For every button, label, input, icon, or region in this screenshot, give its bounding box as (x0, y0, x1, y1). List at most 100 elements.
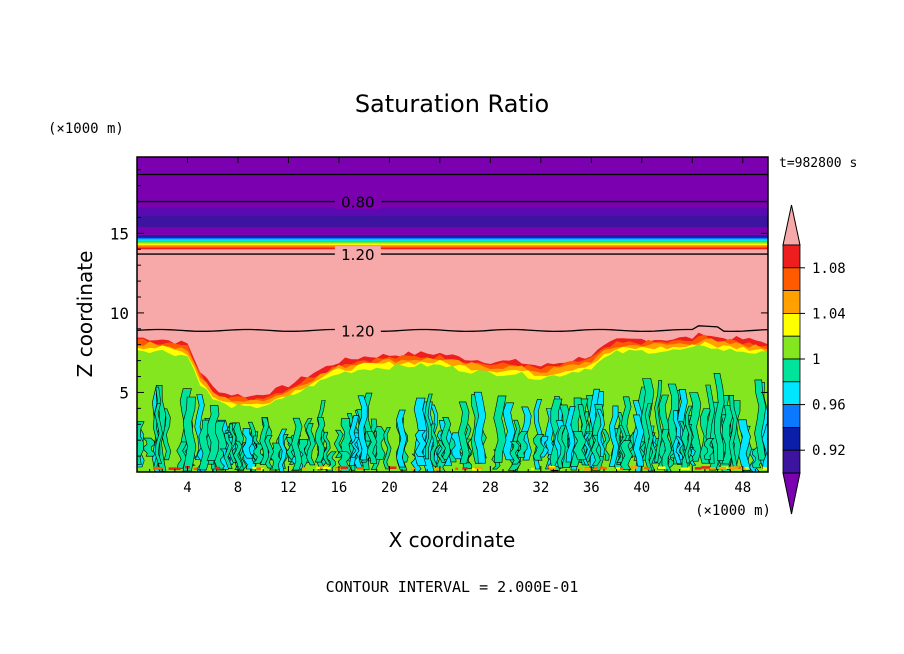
turbulent-streak (632, 414, 645, 467)
turbulent-streak (305, 423, 316, 466)
colorbar-swatch (782, 449, 801, 474)
colorbar-tick-label: 0.92 (812, 443, 846, 459)
surface-speckle (388, 466, 397, 469)
x-axis-ticks: 4 8 12 16 20 24 28 32 36 40 44 48 (149, 157, 756, 496)
x-tick-label: 8 (234, 480, 242, 496)
turbulent-streak (703, 438, 715, 460)
turbulent-streak (728, 395, 738, 469)
surface-speckle (302, 467, 307, 470)
surface-speckle (256, 467, 261, 471)
colorbar-swatch (782, 312, 801, 337)
contour-label: 0.80 (341, 194, 374, 212)
colorbar-bottom-arrow (782, 472, 801, 515)
transition-stripe (137, 234, 768, 237)
x-tick-label: 20 (381, 480, 398, 496)
surface-speckle (718, 467, 727, 470)
turbulent-streak (291, 417, 303, 471)
turbulent-streak (509, 441, 521, 465)
y-unit-label: (×1000 m) (48, 121, 124, 137)
turbulent-streak (437, 440, 447, 463)
y-tick-label: 15 (110, 224, 129, 243)
turbulent-streak (424, 393, 433, 460)
turbulent-streak (675, 436, 684, 460)
turbulent-streak (761, 423, 768, 469)
contour-label-bg (334, 322, 381, 339)
x-tick-label: 44 (684, 480, 701, 496)
colorbar-tick-label: 1.04 (812, 306, 846, 322)
dry-layer-band (137, 207, 768, 216)
contour-label: 1.20 (341, 322, 374, 340)
x-tick-label: 12 (280, 480, 297, 496)
turbulent-streak (382, 427, 392, 470)
colorbar: 1.08 1.04 1 0.96 0.92 (782, 204, 846, 515)
surface-speckle (258, 467, 264, 471)
turbulent-streak (142, 437, 156, 457)
colorbar-swatch (782, 335, 801, 360)
contour-field (137, 157, 768, 472)
surface-speckle (214, 466, 221, 470)
colorbar-tick-label: 1 (812, 352, 820, 368)
colorbar-swatch (782, 426, 801, 451)
y-tick-label: 10 (110, 304, 129, 323)
turbulent-streak (684, 405, 693, 464)
transition-stripe (137, 247, 768, 250)
transition-stripe (137, 246, 768, 249)
time-label: t=982800 s (779, 156, 857, 171)
turbulent-streak (532, 434, 545, 461)
surface-speckle (252, 466, 257, 470)
turbulent-streak (396, 409, 408, 468)
surface-speckle (322, 466, 331, 470)
colorbar-swatch (782, 244, 801, 269)
x-tick-label: 48 (734, 480, 751, 496)
surface-speckle (729, 467, 734, 471)
colorbar-swatch (782, 381, 801, 405)
x-tick-label: 4 (183, 480, 191, 496)
transition-stripe (137, 243, 768, 246)
surface-speckle (168, 467, 177, 470)
contour-label-bg (334, 246, 381, 263)
surface-speckle (644, 466, 650, 470)
turbulent-streak (516, 431, 529, 458)
turbulent-streak (493, 395, 507, 463)
turbulent-streak (654, 380, 663, 463)
turbulent-streak (357, 395, 369, 461)
colorbar-swatch (782, 267, 801, 291)
contour-lines: 0.80 1.20 1.20 (137, 173, 768, 340)
turbulent-streak (608, 405, 620, 467)
surface-speckle (530, 467, 534, 471)
surface-speckle (316, 466, 320, 470)
surface-speckle (762, 467, 768, 470)
surface-speckle (615, 467, 620, 470)
transition-stripe (137, 239, 768, 242)
surface-speckle (578, 467, 582, 470)
turbulent-streak (223, 433, 233, 469)
contour-line (137, 325, 768, 333)
y-axis-ticks: 5 10 15 (110, 169, 768, 457)
surface-speckle (701, 466, 710, 469)
turbulent-streak (572, 431, 587, 460)
contour-label: 1.20 (341, 246, 374, 264)
turbulent-streak (337, 451, 352, 472)
colorbar-tick-label: 1.08 (812, 261, 846, 277)
turbulent-streak (457, 401, 470, 464)
turbulent-streak (556, 425, 567, 469)
turbulent-streak (596, 408, 605, 457)
surface-speckle (357, 467, 364, 470)
surface-speckle (658, 466, 666, 469)
surface-speckle (603, 467, 607, 470)
x-axis-label: X coordinate (389, 528, 516, 552)
turbulent-streak (182, 396, 197, 472)
x-unit-label: (×1000 m) (695, 503, 771, 519)
surface-speckle (630, 466, 638, 469)
surface-speckle (158, 467, 162, 470)
turbulent-streak (473, 391, 487, 464)
surface-speckle (744, 466, 749, 470)
transition-stripe (137, 244, 768, 247)
contour-label-bg (334, 193, 381, 210)
turbulent-streak (277, 428, 288, 472)
chart-title: Saturation Ratio (355, 90, 549, 118)
turbulent-streak (414, 430, 427, 457)
turbulent-streak (326, 451, 337, 472)
turbulent-streak (161, 408, 172, 461)
surface-speckle (694, 467, 702, 470)
